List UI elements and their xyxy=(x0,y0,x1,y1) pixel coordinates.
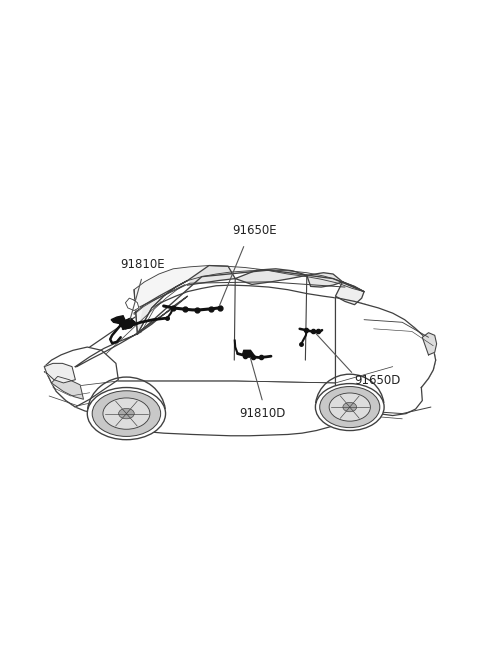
Polygon shape xyxy=(137,280,188,334)
Polygon shape xyxy=(51,377,84,400)
Polygon shape xyxy=(44,347,118,407)
Polygon shape xyxy=(336,297,436,415)
Ellipse shape xyxy=(103,398,150,429)
Ellipse shape xyxy=(320,386,380,428)
Polygon shape xyxy=(125,298,139,310)
Text: 91810D: 91810D xyxy=(240,407,286,420)
Ellipse shape xyxy=(329,393,371,421)
Text: 91650D: 91650D xyxy=(355,375,401,388)
Polygon shape xyxy=(44,364,75,383)
Polygon shape xyxy=(242,350,254,357)
Ellipse shape xyxy=(87,388,166,440)
Text: 91650E: 91650E xyxy=(232,225,276,238)
Ellipse shape xyxy=(343,402,357,412)
Text: 91810E: 91810E xyxy=(120,258,165,271)
Polygon shape xyxy=(422,333,437,355)
Polygon shape xyxy=(307,272,343,287)
Ellipse shape xyxy=(92,391,161,436)
Ellipse shape xyxy=(315,384,384,430)
Polygon shape xyxy=(111,316,125,324)
Polygon shape xyxy=(134,265,364,334)
Polygon shape xyxy=(120,318,135,329)
Polygon shape xyxy=(44,285,436,436)
Ellipse shape xyxy=(119,408,134,419)
Polygon shape xyxy=(188,265,235,283)
Polygon shape xyxy=(235,269,307,284)
Polygon shape xyxy=(75,296,188,367)
Polygon shape xyxy=(336,282,364,305)
